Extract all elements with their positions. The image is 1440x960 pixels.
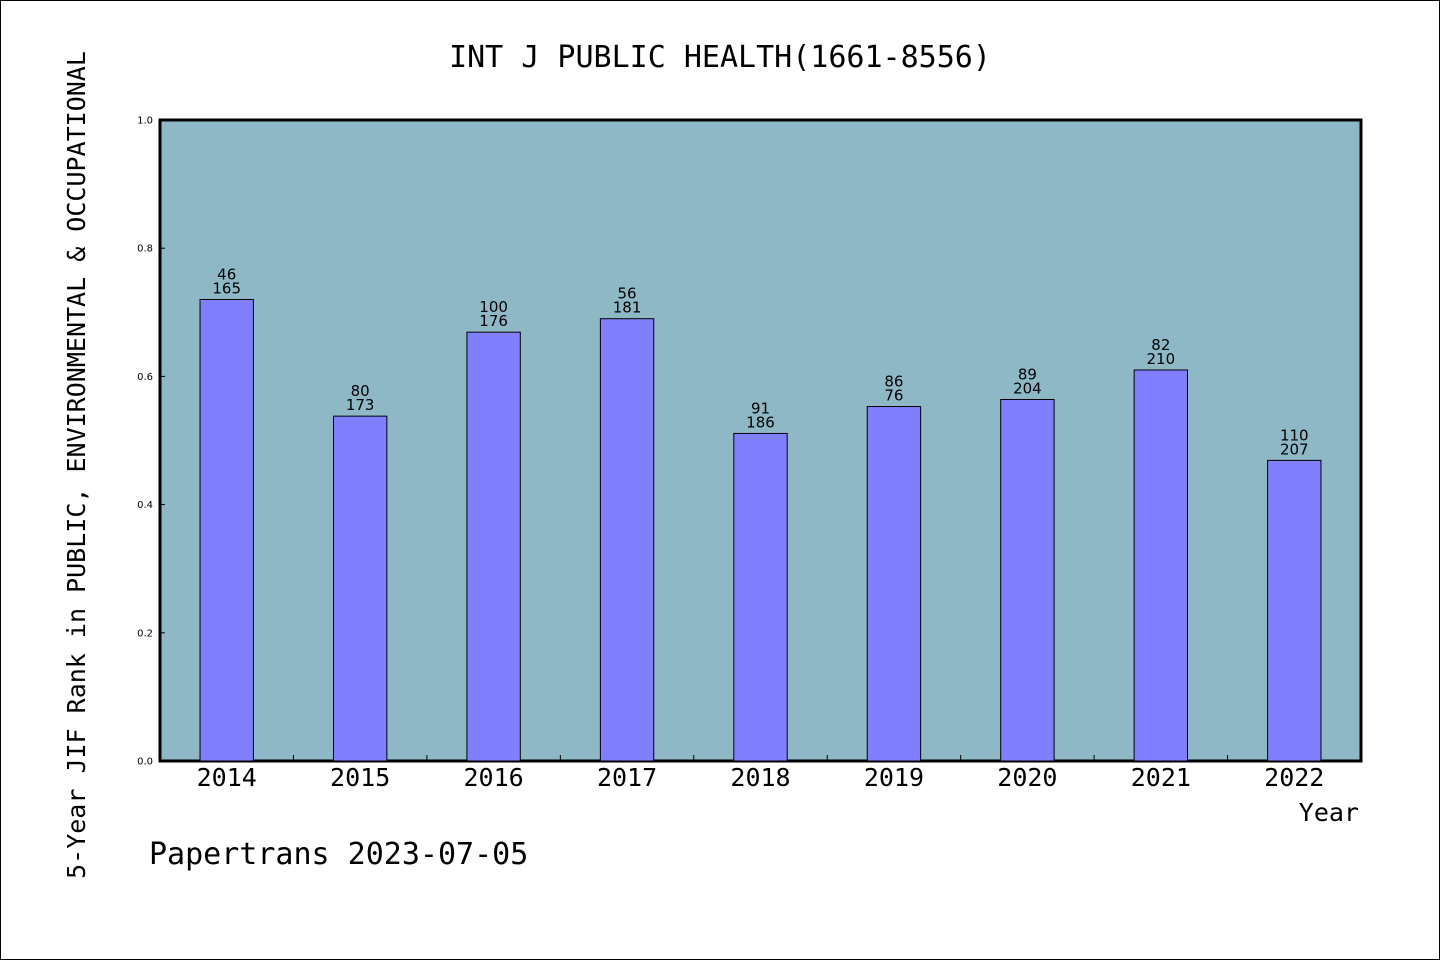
total-label-2022: 207 [1280,440,1309,458]
x-tick-label-2019: 2019 [864,763,924,792]
rank-label-2022: 110 [1280,426,1309,444]
total-label-2018: 186 [746,413,775,431]
bar-2017 [599,318,655,762]
x-tick-label-2022: 2022 [1264,763,1324,792]
total-label-2020: 204 [1013,379,1042,397]
x-tick-label-2017: 2017 [597,763,657,792]
total-label-2021: 210 [1147,350,1176,368]
rank-label-2021: 82 [1151,336,1170,354]
y-tick-label: 0.2 [137,628,153,639]
bar-2018 [733,432,788,762]
x-axis-label: Year [1299,798,1359,827]
x-tick-label-2020: 2020 [997,763,1057,792]
chart-title: INT J PUBLIC HEALTH(1661-8556) [449,40,991,75]
x-tick-label-2014: 2014 [197,763,257,792]
bar-2020 [1000,398,1055,762]
x-tick-label-2016: 2016 [464,763,524,792]
total-label-2015: 173 [346,396,375,414]
bar-2022 [1267,459,1322,762]
x-tick-label-2021: 2021 [1131,763,1191,792]
y-axis-ticks: 0.0 0.2 0.4 0.6 0.8 1.0 [137,116,165,768]
x-tick-label-2015: 2015 [330,763,390,792]
bar-2021 [1133,369,1189,762]
bar-2014 [199,298,254,762]
y-axis-label: 5-Year JIF Rank in PUBLIC, ENVIRONMENTAL… [62,51,91,879]
bar-2015 [332,415,388,762]
y-tick-label: 0.6 [137,372,153,383]
total-label-2014: 165 [212,279,241,297]
total-label-2017: 181 [613,299,642,317]
y-tick-label: 1.0 [137,116,153,127]
footer-text: Papertrans 2023-07-05 [149,837,528,872]
total-label-2019: 76 [884,387,903,405]
total-label-2016: 176 [479,312,508,330]
bar-2016 [466,331,521,762]
x-tick-label-2018: 2018 [730,763,790,792]
rank-label-2019: 86 [884,373,903,391]
rank-label-2017: 56 [618,285,637,303]
rank-label-2015: 80 [351,382,370,400]
rank-label-2020: 89 [1018,365,1037,383]
rank-label-2018: 91 [751,399,770,417]
rank-label-2016: 100 [479,298,508,316]
bar-2019 [866,406,922,762]
rank-label-2014: 46 [217,265,236,283]
y-tick-label: 0.4 [137,500,153,511]
y-tick-label: 0.0 [137,757,153,768]
y-tick-label: 0.8 [137,244,153,255]
x-axis-ticks: 2014 2015 2016 2017 2018 2019 2020 2021 2022 [197,755,1324,792]
